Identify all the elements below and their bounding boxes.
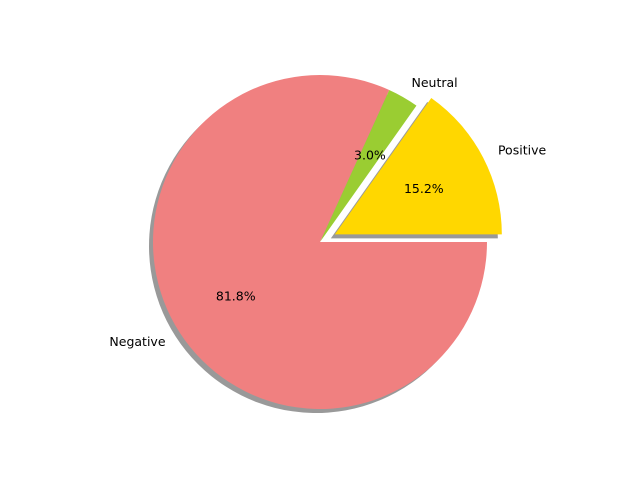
slice-label-positive: Positive	[498, 142, 546, 157]
pie-slice-negative	[153, 74, 487, 409]
slice-percent-label-negative: 81.8%	[216, 289, 256, 304]
slice-label-neutral: Neutral	[412, 75, 458, 90]
pie-slice-neutral	[320, 90, 417, 243]
slice-label-negative: Negative	[109, 334, 165, 349]
slice-percent-label-neutral: 3.0%	[354, 148, 386, 163]
pie-slice-positive	[334, 97, 502, 235]
label-layer: Positive 15.2% Neutral 3.0% Negative 81.8%	[109, 75, 546, 349]
slice-percent-label-positive: 15.2%	[404, 181, 444, 196]
slice-layer	[153, 74, 502, 409]
